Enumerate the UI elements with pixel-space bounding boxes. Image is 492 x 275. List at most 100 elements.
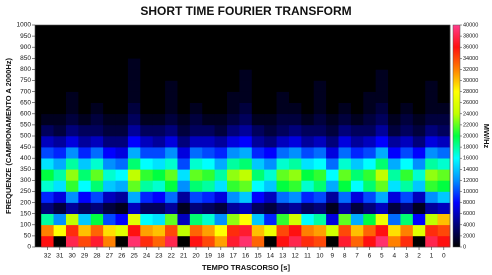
cell xyxy=(140,92,153,103)
cell xyxy=(388,192,401,203)
cell xyxy=(339,169,352,180)
cell xyxy=(66,103,79,114)
cell xyxy=(91,192,104,203)
cell xyxy=(425,158,438,169)
cell xyxy=(425,147,438,158)
cell xyxy=(252,103,265,114)
cell xyxy=(376,92,389,103)
cell xyxy=(239,225,252,236)
x-tick-label: 6 xyxy=(368,253,372,260)
colorbar-tick-label: 32000 xyxy=(463,67,478,73)
x-tick-label: 31 xyxy=(56,253,64,260)
cell xyxy=(91,25,104,36)
cell xyxy=(153,136,166,147)
cell xyxy=(227,225,240,236)
cell xyxy=(264,125,277,136)
cell xyxy=(190,236,203,247)
cell xyxy=(363,225,376,236)
colorbar-tick-label: 38000 xyxy=(463,34,478,40)
y-tick-label: 100 xyxy=(20,222,31,229)
cell xyxy=(388,236,401,247)
colorbar-tick-label: 30000 xyxy=(463,78,478,84)
cell xyxy=(388,147,401,158)
cell xyxy=(388,214,401,225)
cell xyxy=(413,236,426,247)
cell xyxy=(140,69,153,80)
cell xyxy=(227,236,240,247)
cell xyxy=(91,36,104,47)
colorbar-tick-label: 28000 xyxy=(463,89,478,95)
cell xyxy=(78,25,91,36)
cell xyxy=(78,47,91,58)
cell xyxy=(215,236,228,247)
cell xyxy=(91,158,104,169)
cell xyxy=(400,147,413,158)
cell xyxy=(177,214,190,225)
cell xyxy=(289,81,302,92)
cell xyxy=(425,236,438,247)
cell xyxy=(165,25,178,36)
cell xyxy=(140,147,153,158)
cell xyxy=(289,103,302,114)
cell xyxy=(128,203,141,214)
cell xyxy=(116,125,129,136)
cell xyxy=(41,180,54,191)
y-tick-label: 850 xyxy=(20,55,31,62)
cell xyxy=(177,236,190,247)
cell xyxy=(400,180,413,191)
cell xyxy=(66,125,79,136)
cell xyxy=(140,47,153,58)
cell xyxy=(264,58,277,69)
cell xyxy=(91,203,104,214)
cell xyxy=(78,92,91,103)
cell xyxy=(277,136,290,147)
cell xyxy=(103,236,116,247)
cell xyxy=(54,47,67,58)
cell xyxy=(339,236,352,247)
cell xyxy=(351,25,364,36)
colorbar-tick-label: 40000 xyxy=(463,22,478,28)
cell xyxy=(78,125,91,136)
cell xyxy=(153,192,166,203)
cell xyxy=(425,214,438,225)
x-axis-label: TEMPO TRASCORSO [s] xyxy=(202,263,290,272)
cell xyxy=(78,203,91,214)
cell xyxy=(153,214,166,225)
cell xyxy=(41,236,54,247)
cell xyxy=(363,81,376,92)
cell xyxy=(363,103,376,114)
cell xyxy=(388,180,401,191)
cell xyxy=(351,36,364,47)
cell xyxy=(54,203,67,214)
x-tick-label: 32 xyxy=(44,253,52,260)
cell xyxy=(66,225,79,236)
cell xyxy=(227,169,240,180)
y-tick-label: 800 xyxy=(20,66,31,73)
cell xyxy=(177,225,190,236)
cell xyxy=(301,192,314,203)
cell xyxy=(363,214,376,225)
cell xyxy=(202,136,215,147)
cell xyxy=(252,214,265,225)
colorbar-tick-label: 18000 xyxy=(463,145,478,151)
cell xyxy=(140,214,153,225)
cell xyxy=(314,103,327,114)
cell xyxy=(239,192,252,203)
cell xyxy=(66,92,79,103)
cell xyxy=(301,92,314,103)
cell xyxy=(363,169,376,180)
cell xyxy=(116,25,129,36)
cell xyxy=(128,192,141,203)
y-tick-label: 650 xyxy=(20,99,31,106)
x-tick-label: 29 xyxy=(81,253,89,260)
cell xyxy=(128,136,141,147)
cell xyxy=(103,225,116,236)
cell xyxy=(351,203,364,214)
cell xyxy=(91,236,104,247)
cell xyxy=(177,114,190,125)
cell xyxy=(239,25,252,36)
cell xyxy=(54,236,67,247)
cell xyxy=(66,58,79,69)
cell xyxy=(116,58,129,69)
cell xyxy=(425,81,438,92)
